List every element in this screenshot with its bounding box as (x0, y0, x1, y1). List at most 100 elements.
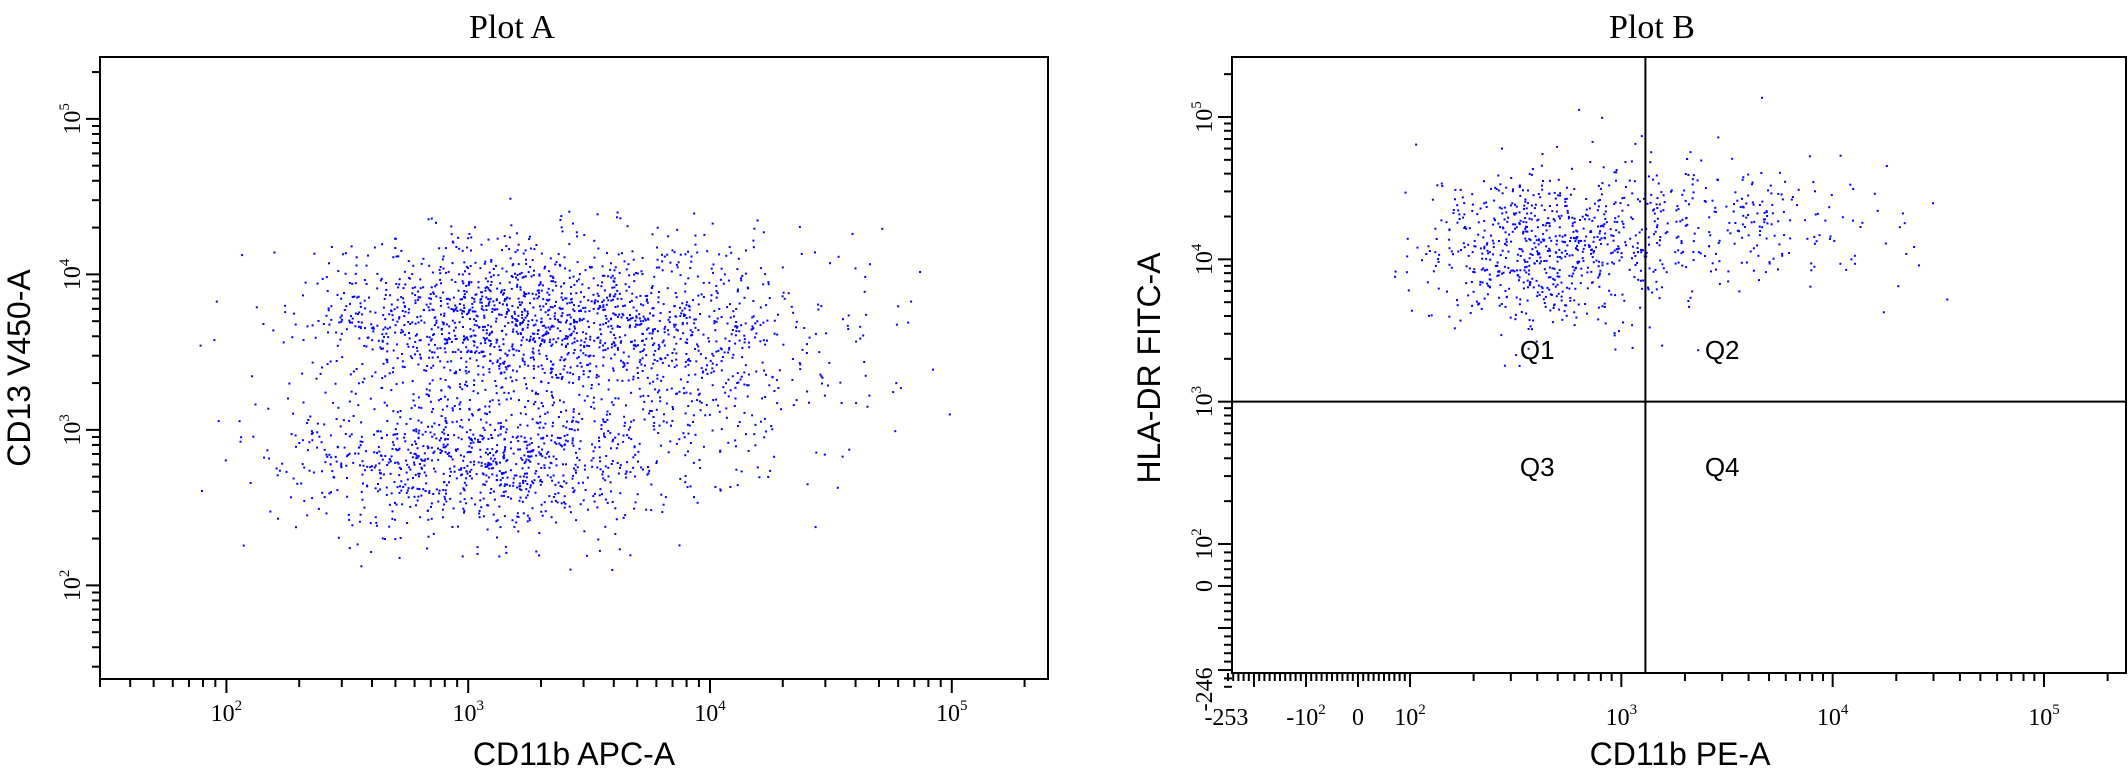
plot-b-point (1516, 253, 1519, 256)
plot-a-point (652, 307, 655, 310)
plot-b-point (1522, 230, 1525, 233)
plot-b-point (1767, 189, 1770, 192)
plot-a-point (647, 327, 650, 330)
plot-a-point (662, 420, 665, 423)
plot-a-point (515, 474, 518, 477)
plot-a-point (720, 369, 723, 372)
plot-a-point (751, 328, 754, 331)
plot-a-point (469, 438, 472, 441)
plot-a-point (465, 366, 468, 369)
plot-b-point (1448, 247, 1451, 250)
plot-a-point (919, 271, 922, 273)
plot-b-point (1761, 200, 1764, 203)
plot-a-point (740, 470, 743, 473)
plot-a-point (597, 307, 600, 310)
plot-b-point (1571, 275, 1574, 278)
plot-a-point (475, 320, 478, 322)
plot-b-point (1547, 217, 1550, 220)
plot-a-point (498, 505, 501, 508)
plot-b-point (1609, 228, 1612, 231)
plot-b-point (1485, 257, 1488, 260)
plot-a-point (473, 460, 476, 463)
plot-a-point (653, 428, 656, 431)
plot-a-point (431, 308, 434, 311)
plot-b-point (1812, 181, 1815, 183)
plot-b-point (1527, 286, 1529, 289)
plot-a-point (429, 293, 432, 295)
plot-a-point (647, 472, 650, 475)
plot-a-point (488, 271, 491, 274)
plot-a-point (562, 359, 565, 362)
plot-a-point (697, 393, 700, 396)
plot-a-point (401, 365, 404, 368)
plot-b-point (1534, 203, 1537, 206)
plot-a-point (602, 470, 604, 473)
plot-b-point (1675, 236, 1678, 239)
plot-a-point (496, 237, 499, 240)
plot-a-point (468, 407, 471, 410)
plot-a-point (868, 394, 871, 397)
plot-a-point (499, 433, 502, 436)
plot-a-point (374, 516, 377, 519)
plot-b-point (1742, 176, 1745, 179)
plot-a-point (465, 346, 468, 349)
plot-b-point (1696, 179, 1699, 182)
plot-b-point (1530, 173, 1533, 176)
plot-a-point (561, 445, 563, 448)
plot-a-point (417, 472, 420, 475)
plot-a-point (628, 274, 631, 277)
plot-a-point (526, 514, 529, 517)
plot-a-point (569, 371, 572, 374)
plot-a-point (587, 508, 589, 511)
plot-a-point (566, 337, 569, 340)
plot-a-point (489, 297, 492, 300)
plot-b-point (1692, 240, 1695, 243)
plot-a-point (468, 436, 471, 439)
plot-a-point (458, 321, 461, 324)
plot-a-point (776, 402, 779, 405)
plot-a-point (505, 398, 508, 401)
plot-a-point (324, 391, 327, 394)
plot-b-point (1689, 151, 1692, 154)
plot-a-point (335, 331, 338, 334)
plot-a-point (434, 343, 436, 346)
plot-a-point (641, 339, 643, 342)
plot-b-point (1741, 236, 1744, 239)
plot-a-point (531, 332, 534, 335)
plot-a-point (609, 431, 612, 434)
plot-a-point (417, 495, 420, 498)
plot-b-point (1564, 198, 1567, 201)
plot-b-point (1474, 245, 1477, 248)
plot-a-point (381, 537, 384, 540)
plot-b-point (1569, 299, 1572, 302)
plot-a-point (711, 384, 714, 387)
plot-a-point (359, 327, 362, 330)
plot-a-point (493, 304, 496, 307)
plot-b-point (1675, 220, 1678, 223)
plot-a-point (560, 292, 563, 295)
plot-a-point (582, 373, 585, 376)
plot-b-point (1653, 220, 1656, 223)
plot-a-point (459, 500, 462, 503)
plot-a-point (499, 282, 502, 285)
plot-a-point (698, 392, 701, 395)
plot-a-point (576, 235, 579, 238)
plot-a-point (486, 465, 489, 468)
plot-b-point (1715, 252, 1717, 255)
plot-a-point (755, 370, 758, 373)
plot-b-point (1505, 238, 1508, 241)
plot-a-point (569, 316, 572, 319)
plot-a-point (416, 499, 419, 502)
plot-a-point (517, 516, 520, 518)
plot-a-point (602, 420, 605, 423)
plot-a-point (358, 520, 361, 523)
plot-a-point (480, 243, 483, 246)
plot-a-point (463, 498, 466, 501)
plot-a-point (405, 471, 408, 474)
plot-a-point (548, 341, 551, 344)
plot-a-point (540, 437, 543, 440)
plot-b-point (1556, 145, 1558, 148)
plot-a-point (653, 342, 656, 345)
plot-a-point (448, 332, 451, 335)
plot-a-point (451, 262, 454, 265)
